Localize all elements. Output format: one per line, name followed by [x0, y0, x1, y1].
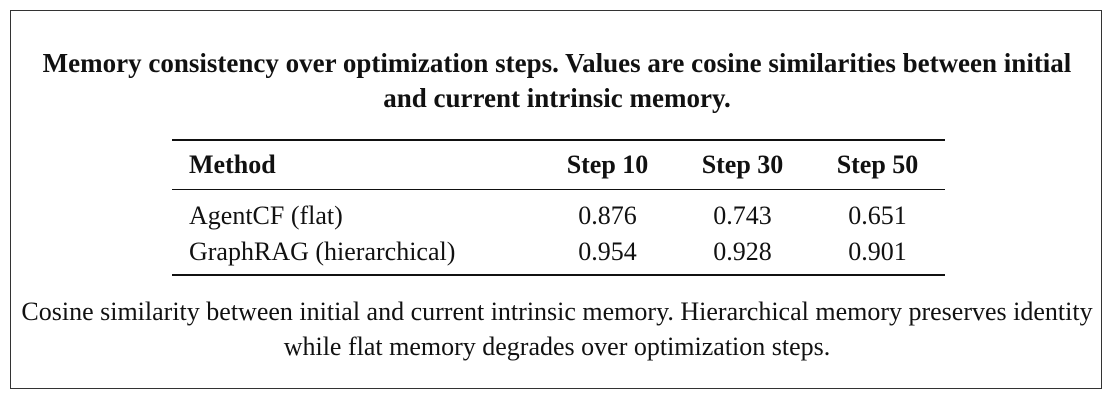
table-title: Memory consistency over optimization ste… — [42, 48, 1072, 113]
table-row: AgentCF (flat) 0.876 0.743 0.651 — [172, 190, 945, 235]
method-cell: AgentCF (flat) — [189, 201, 343, 230]
results-table: Method Step 10 Step 30 Step 50 AgentCF (fla… — [172, 139, 945, 276]
table-head: Method Step 10 Step 30 Step 50 — [172, 140, 945, 190]
value-cell: 0.901 — [848, 237, 907, 266]
value-cell: 0.928 — [713, 237, 772, 266]
table-note: Cosine similarity between initial and cu… — [21, 297, 1093, 361]
header-row: Method Step 10 Step 30 Step 50 — [172, 140, 945, 190]
column-header: Step 30 — [675, 140, 810, 190]
column-header: Step 10 — [540, 140, 675, 190]
frame — [10, 10, 1102, 389]
value-cell: 0.876 — [578, 201, 637, 230]
value-cell: 0.743 — [713, 201, 772, 230]
value-cell: 0.954 — [578, 237, 637, 266]
method-cell: GraphRAG (hierarchical) — [189, 237, 456, 266]
column-header: Step 50 — [810, 140, 945, 190]
value-cell: 0.651 — [848, 201, 907, 230]
table-body: AgentCF (flat) 0.876 0.743 0.651 GraphRAG (h… — [172, 190, 945, 276]
table-row: GraphRAG (hierarchical) 0.954 0.928 0.901 — [172, 234, 945, 275]
column-header: Method — [172, 140, 540, 190]
